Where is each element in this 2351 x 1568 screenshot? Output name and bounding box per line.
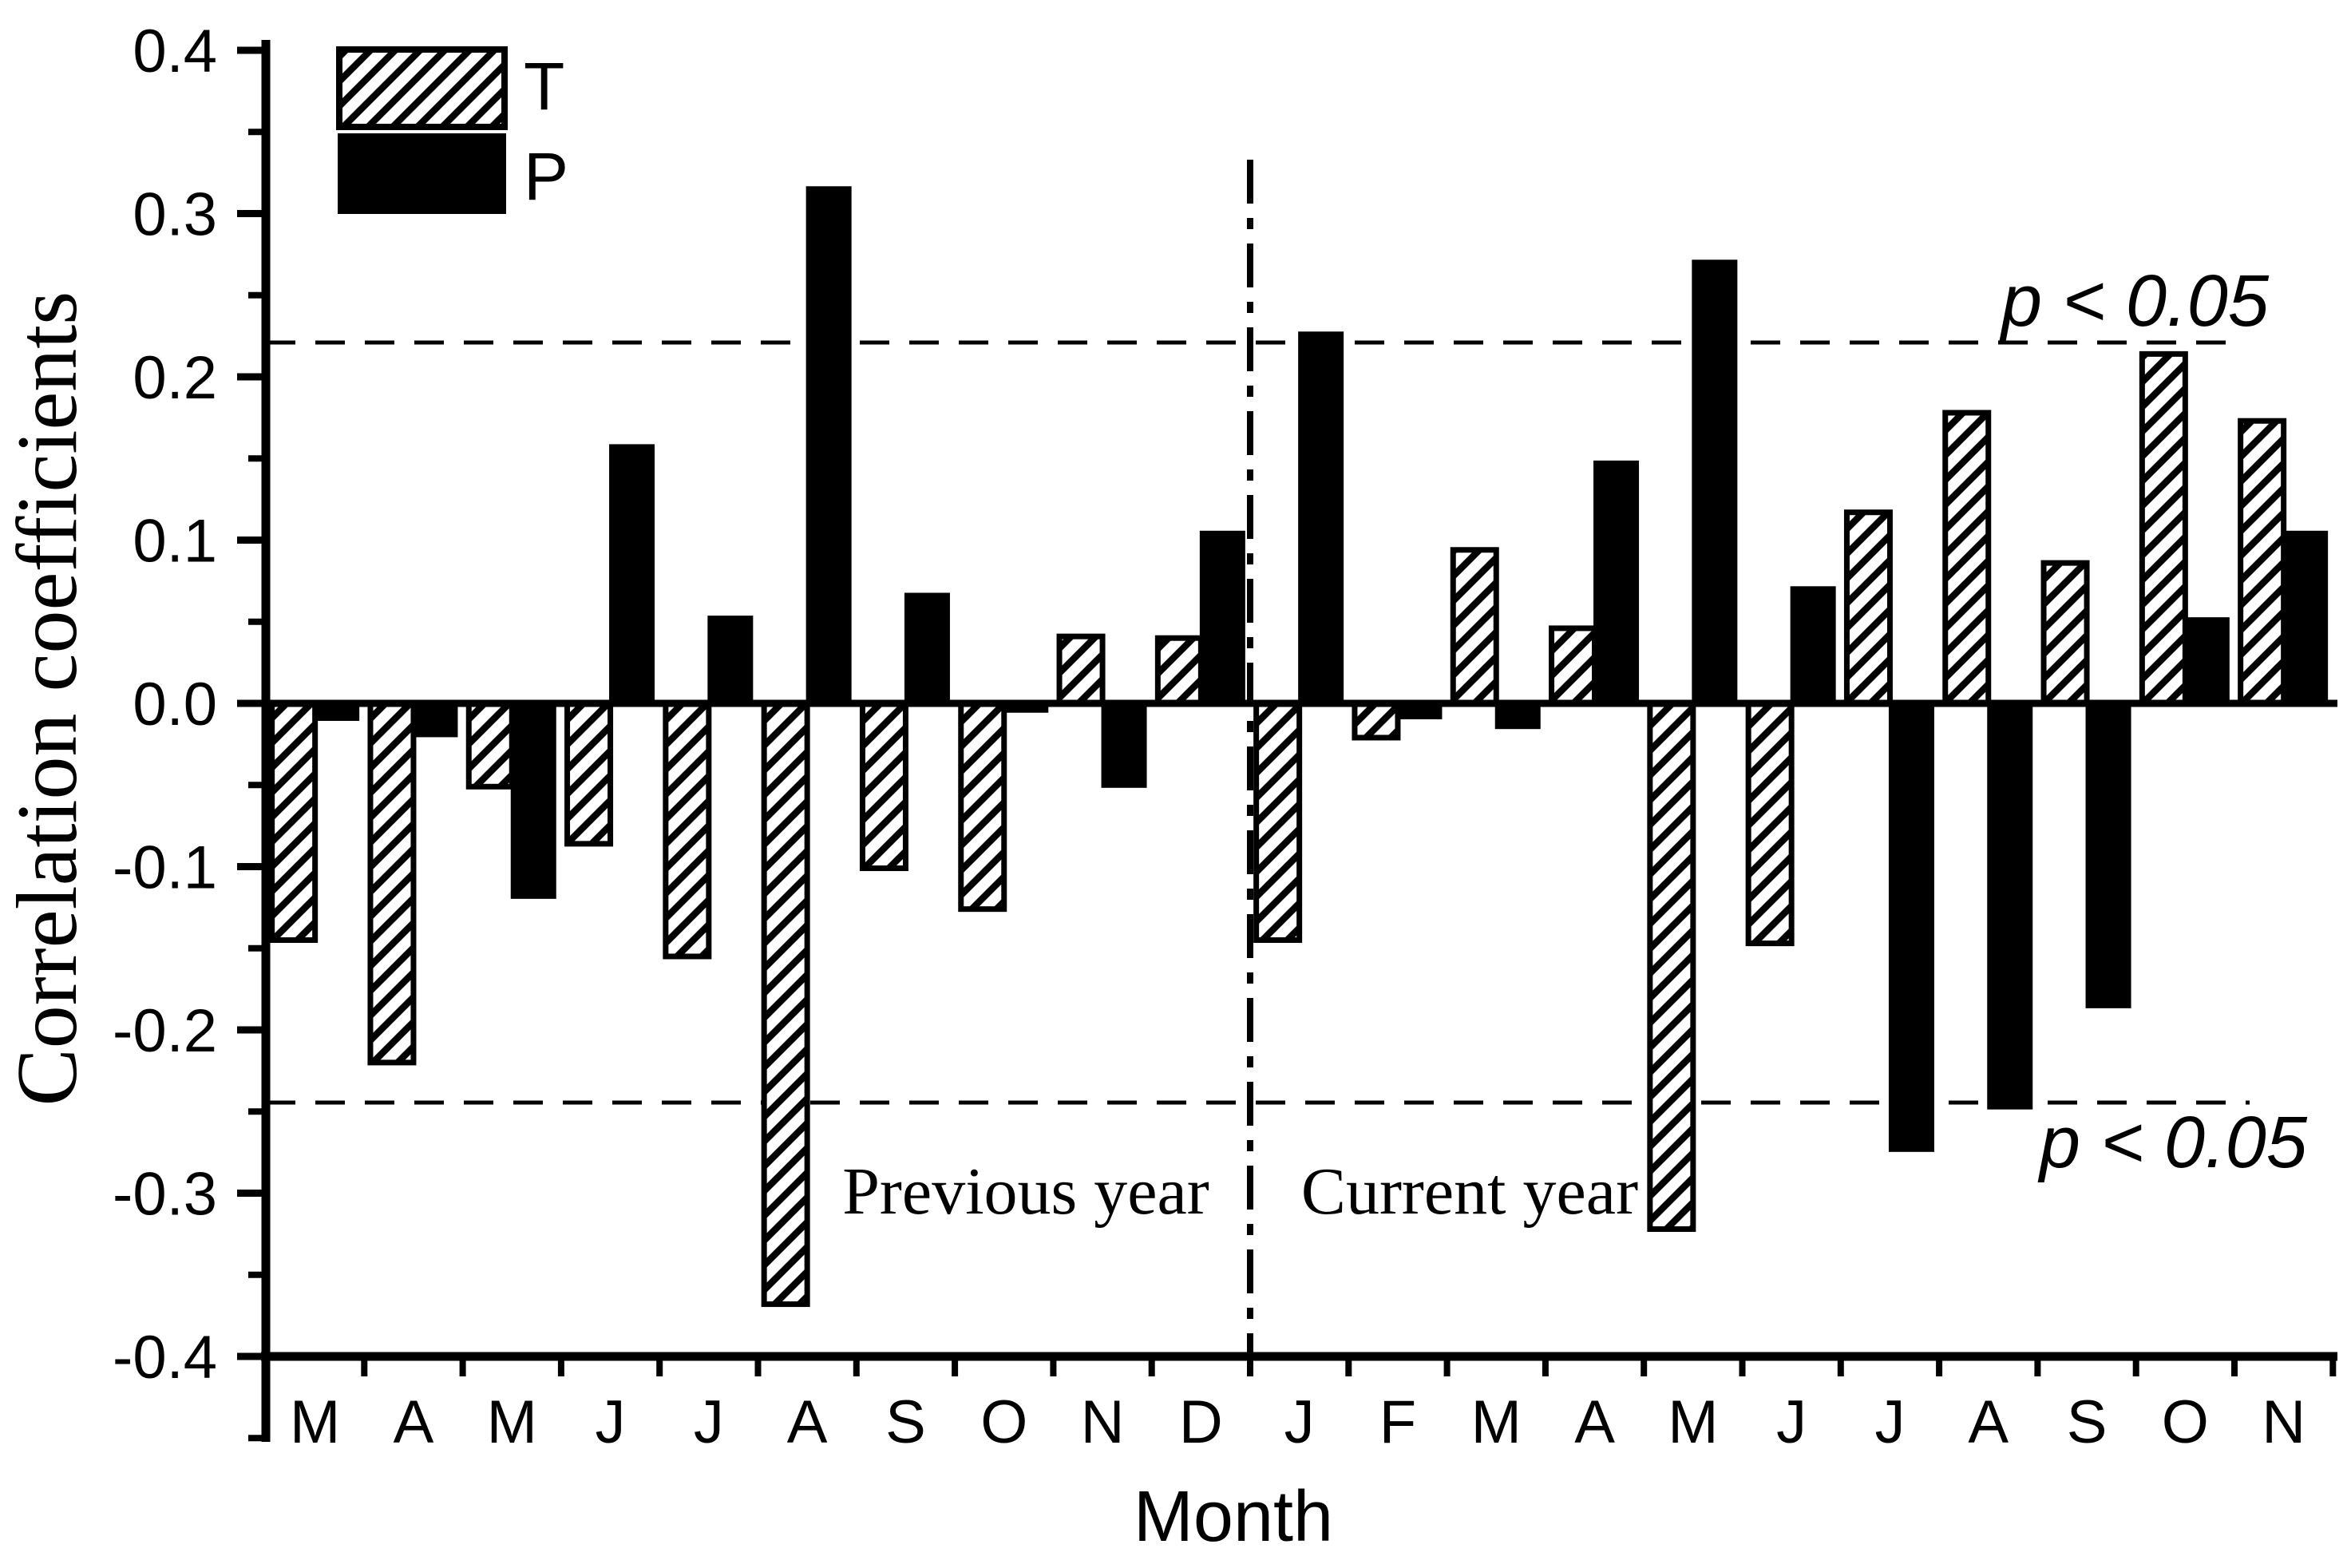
month-label-1-A: A — [394, 1388, 434, 1456]
bar-T-1-A — [367, 700, 417, 1066]
month-label-4-J: J — [694, 1388, 724, 1456]
bar-P-19-O — [2183, 617, 2230, 705]
month-label-2-M: M — [487, 1388, 537, 1456]
p-value-label-lower: p < 0.05 — [2037, 1102, 2308, 1183]
tick-labels-group: 0.40.30.20.10.0-0.1-0.2-0.3-0.4M A M J J A S O N… — [113, 18, 2305, 1456]
month-label-9-D: D — [1179, 1388, 1223, 1456]
month-label-7-O: O — [980, 1388, 1027, 1456]
month-label-16-J: J — [1874, 1388, 1905, 1456]
month-label-13-A: A — [1574, 1388, 1615, 1456]
bar-T-16-J — [1843, 509, 1893, 707]
legend-label-P: P — [524, 139, 568, 214]
x-axis-title: Month — [1134, 1477, 1333, 1557]
month-label-11-F: F — [1379, 1388, 1416, 1456]
y-axis-title: Correlation coefficients — [0, 291, 95, 1107]
bar-T-9-D — [1154, 635, 1204, 707]
bar-P-10-J — [1298, 331, 1344, 705]
bar-T-11-F — [1352, 700, 1401, 741]
bar-P-18-S — [2085, 702, 2131, 1008]
bar-P-8-N — [1101, 702, 1147, 788]
bar-T-7-O — [958, 700, 1007, 913]
bar-T-19-O — [2139, 350, 2188, 707]
y-tick-label--0.4: -0.4 — [113, 1324, 217, 1392]
bar-T-0-M — [269, 700, 319, 944]
bar-T-12-M — [1450, 547, 1499, 707]
bar-T-3-J — [564, 700, 614, 847]
legend: T P — [336, 46, 568, 214]
month-label-15-J: J — [1776, 1388, 1807, 1456]
bar-T-6-S — [859, 700, 908, 872]
annotation-current-year: Current year — [1301, 1154, 1638, 1229]
month-label-19-O: O — [2162, 1388, 2209, 1456]
month-label-5-A: A — [787, 1388, 828, 1456]
y-tick-label-0.4: 0.4 — [133, 18, 217, 85]
month-label-20-N: N — [2262, 1388, 2305, 1456]
bar-T-20-N — [2238, 418, 2287, 707]
bar-T-13-A — [1549, 625, 1598, 707]
y-tick-label--0.2: -0.2 — [113, 997, 217, 1065]
bar-P-1-A — [412, 702, 458, 738]
month-label-14-M: M — [1668, 1388, 1718, 1456]
bar-T-2-M — [465, 700, 515, 790]
bar-T-4-J — [663, 700, 712, 960]
y-tick-label-0.0: 0.0 — [133, 671, 217, 738]
bar-P-2-M — [510, 702, 556, 899]
month-label-17-A: A — [1968, 1388, 2009, 1456]
y-tick-label-0.3: 0.3 — [133, 181, 217, 249]
bar-T-10-J — [1253, 700, 1303, 944]
bar-P-12-M — [1494, 702, 1541, 730]
bar-P-5-A — [805, 186, 852, 705]
bar-P-16-J — [1888, 702, 1934, 1152]
bar-T-18-S — [2040, 560, 2090, 707]
bar-P-6-S — [904, 592, 950, 705]
p-value-label-upper: p < 0.05 — [1999, 260, 2270, 342]
bar-P-20-N — [2282, 530, 2329, 705]
y-tick-label-0.1: 0.1 — [133, 508, 217, 576]
annotation-previous-year: Previous year — [842, 1154, 1209, 1229]
bar-P-17-A — [1987, 702, 2033, 1110]
month-label-0-M: M — [290, 1388, 340, 1456]
month-label-12-M: M — [1471, 1388, 1522, 1456]
bar-P-13-A — [1593, 460, 1640, 705]
legend-swatch-P — [338, 133, 506, 214]
ticks-group — [237, 46, 2337, 1442]
bar-P-9-D — [1199, 530, 1245, 705]
bar-P-15-J — [1790, 586, 1836, 705]
bar-T-17-A — [1942, 410, 1992, 707]
month-label-6-S: S — [885, 1388, 926, 1456]
y-tick-label-0.2: 0.2 — [133, 344, 217, 412]
bar-T-5-A — [761, 700, 810, 1308]
bar-T-14-M — [1647, 700, 1696, 1232]
month-label-18-S: S — [2067, 1388, 2108, 1456]
month-label-3-J: J — [596, 1388, 626, 1456]
y-tick-label--0.3: -0.3 — [113, 1161, 217, 1229]
month-label-8-N: N — [1081, 1388, 1125, 1456]
bar-P-4-J — [707, 616, 754, 705]
bar-P-14-M — [1692, 259, 1738, 705]
y-tick-label--0.1: -0.1 — [113, 834, 217, 902]
bar-T-8-N — [1056, 633, 1106, 707]
month-label-10-J: J — [1284, 1388, 1315, 1456]
bar-P-3-J — [609, 444, 655, 705]
bar-T-15-J — [1745, 700, 1795, 947]
legend-swatch-T — [336, 46, 508, 130]
legend-label-T: T — [524, 49, 564, 124]
